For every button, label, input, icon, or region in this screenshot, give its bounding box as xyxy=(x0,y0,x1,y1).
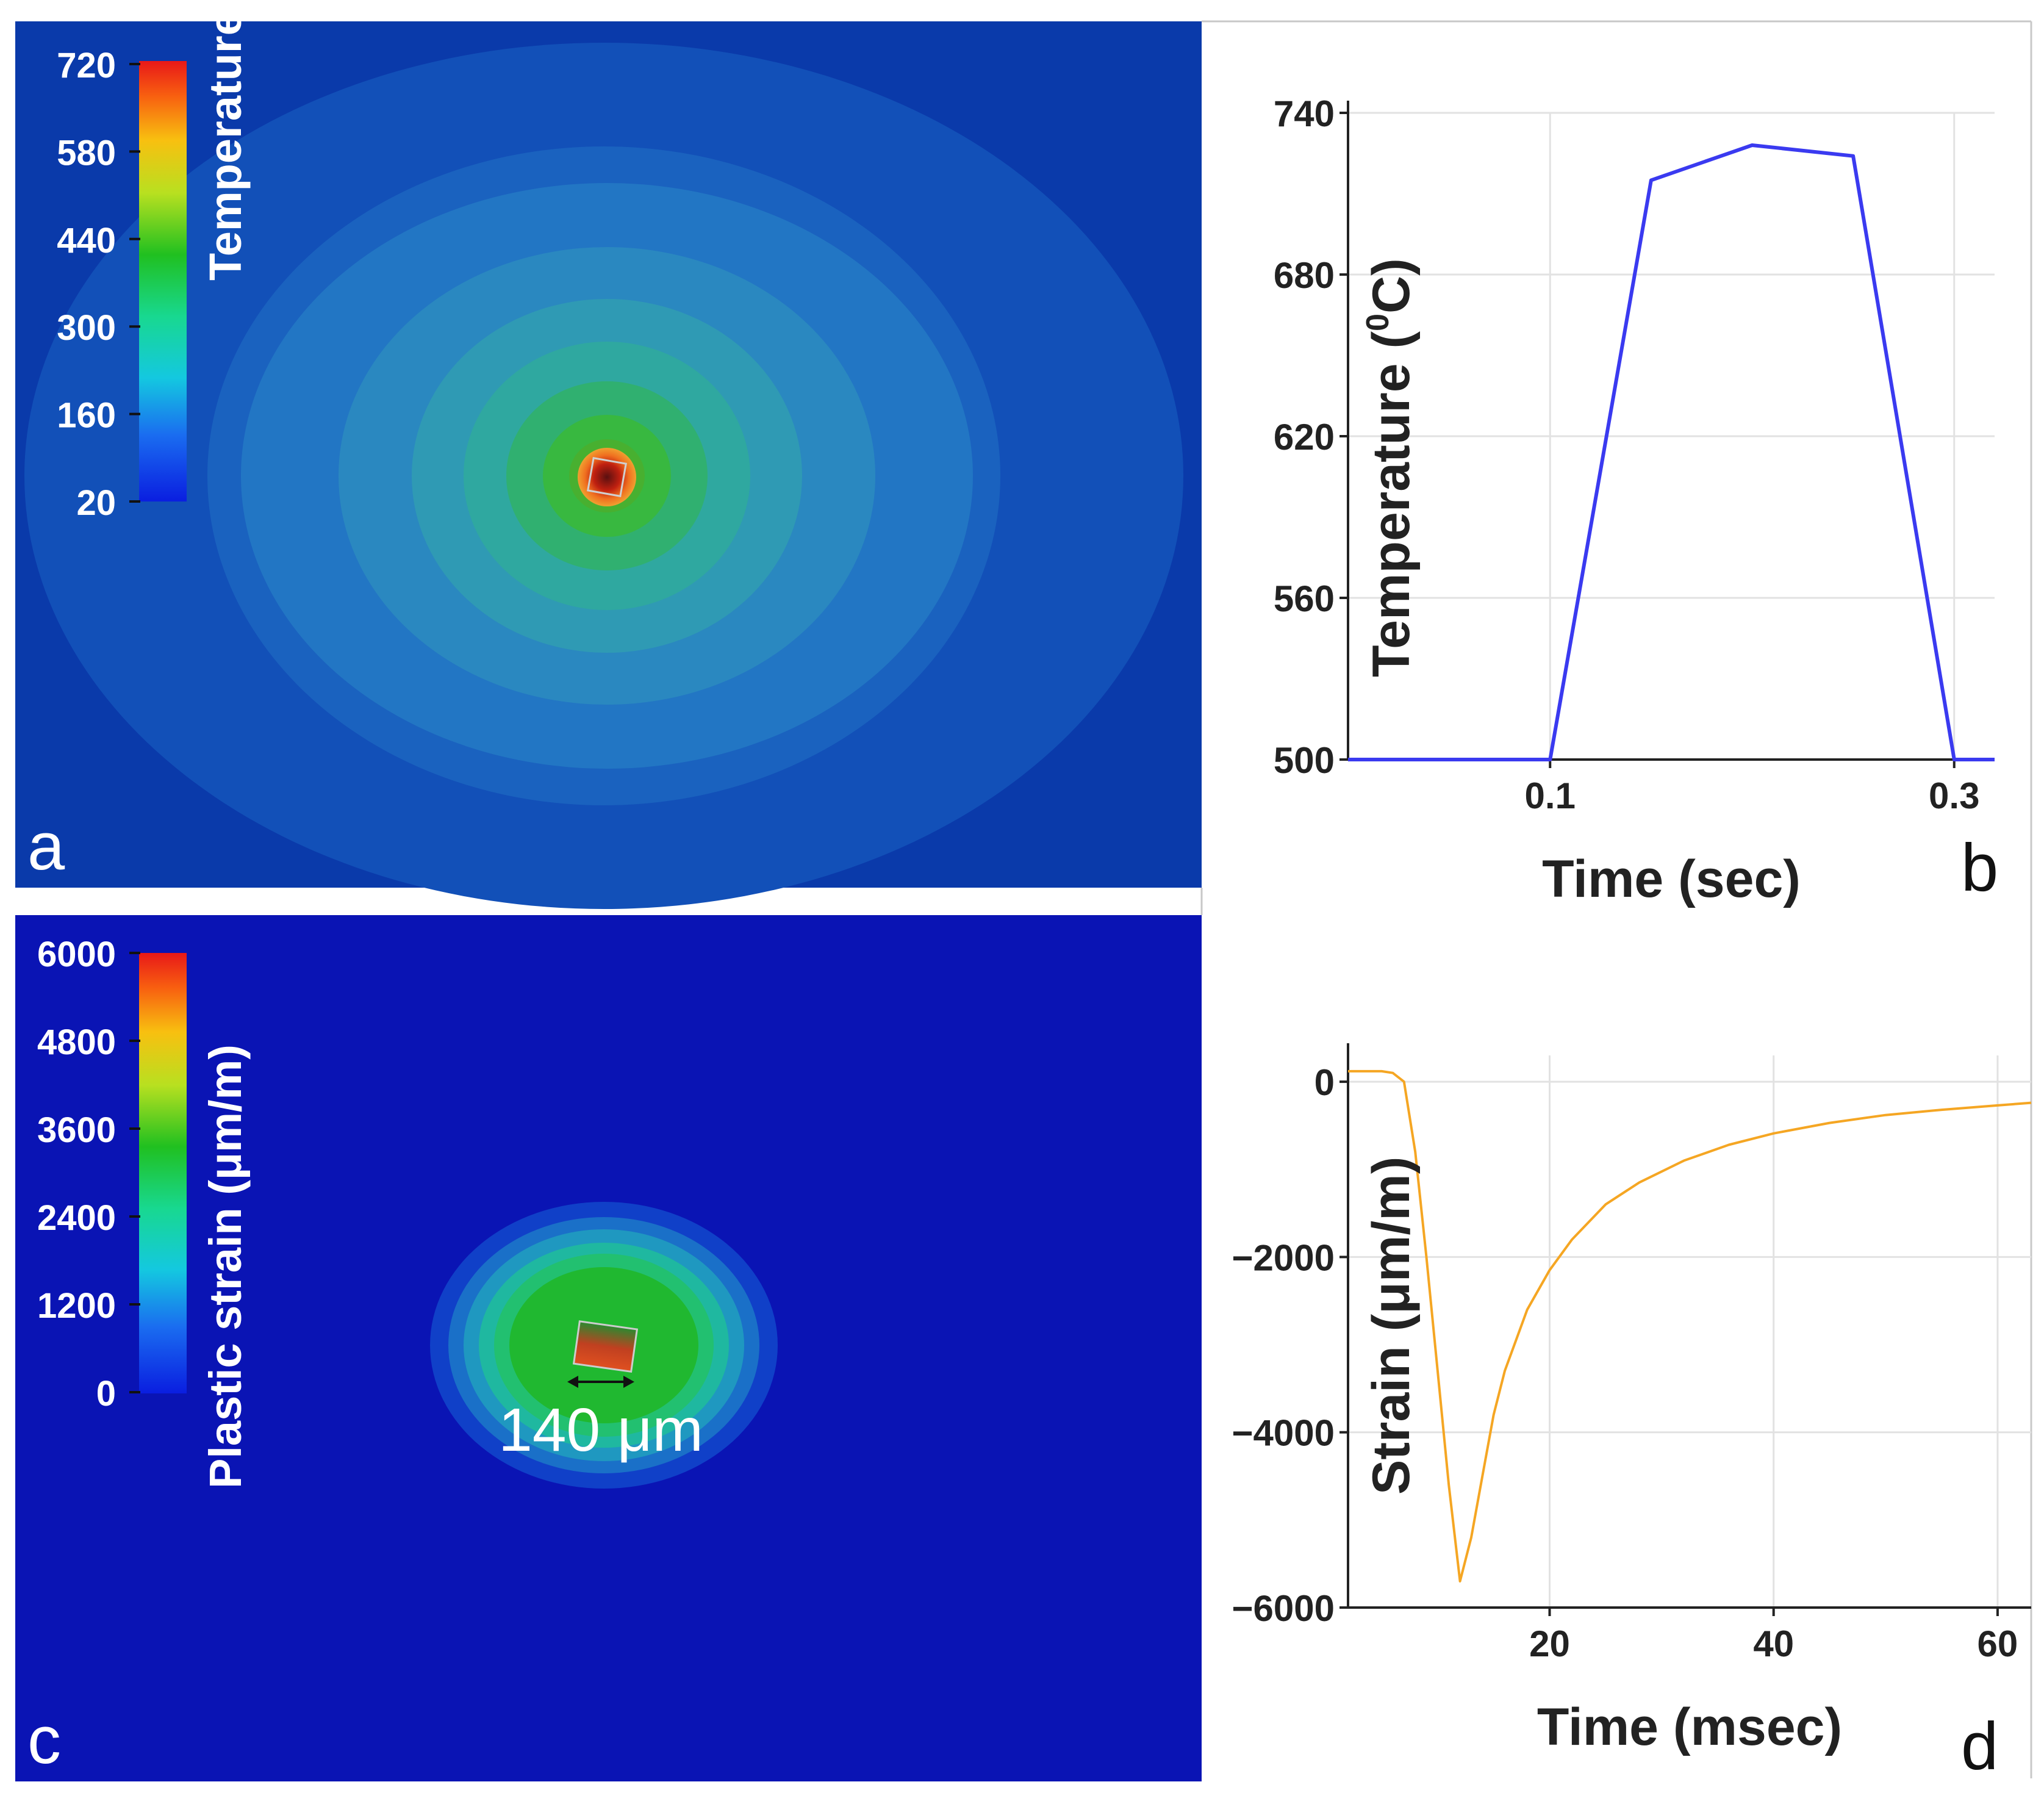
colorbar-tick-label: 720 xyxy=(57,46,116,85)
colorbar-tick-label: 440 xyxy=(57,221,116,261)
y-tick-label: 0 xyxy=(1314,1062,1335,1103)
y-tick-label: −6000 xyxy=(1232,1588,1335,1629)
colorbar-tick-label: 0 xyxy=(96,1374,116,1414)
colorbar-tick-label: 2400 xyxy=(37,1198,116,1238)
colorbar-tick-label: 20 xyxy=(76,483,116,523)
panel-b-temperature-chart: 500 560 620 680 740 0.1 0.3 Time (sec) Temperatu… xyxy=(1274,93,1998,908)
chart-b-plot: 500 560 620 680 740 0.1 0.3 Time (sec) Temperatu… xyxy=(1274,93,1995,908)
y-axis-label: Strain (μm/m) xyxy=(1362,1157,1421,1495)
x-tick-label: 40 xyxy=(1753,1623,1794,1664)
y-tick-label: −2000 xyxy=(1232,1237,1335,1278)
temp-hotspot xyxy=(578,448,636,506)
panel-label-b: b xyxy=(1961,830,1998,905)
temp-hotspot-square xyxy=(586,456,628,498)
colorbar-tick-label: 580 xyxy=(57,133,116,173)
colorbar-tick-label: 6000 xyxy=(37,935,116,974)
scale-arrow-left-head xyxy=(567,1376,578,1388)
panel-a-temperature-map: 720 580 440 300 160 20 Temperature (°C) a xyxy=(15,0,1202,909)
temperature-colorbar-ticks: 720 580 440 300 160 20 xyxy=(57,46,140,523)
colorbar-tick-label: 300 xyxy=(57,308,116,348)
x-tick-label: 0.1 xyxy=(1525,775,1576,816)
panel-label-c: c xyxy=(27,1703,61,1778)
y-tick-label: 620 xyxy=(1274,417,1335,458)
y-tick-label: 500 xyxy=(1274,740,1335,781)
colorbar-tick-label: 3600 xyxy=(37,1110,116,1150)
x-tick-label: 20 xyxy=(1529,1623,1570,1664)
strain-hotspot-square xyxy=(572,1320,639,1373)
strain-colorbar-ticks: 6000 4800 3600 2400 1200 0 xyxy=(37,935,140,1414)
x-tick-label: 0.3 xyxy=(1929,775,1979,816)
strain-colorbar xyxy=(139,953,187,1393)
scale-arrow-right-head xyxy=(623,1376,634,1388)
series-line xyxy=(1348,1069,2032,1583)
colorbar-tick-label: 4800 xyxy=(37,1022,116,1062)
strain-colorbar-title: Plastic strain (μm/m) xyxy=(200,1044,251,1489)
temperature-colorbar-title: Temperature (°C) xyxy=(200,0,251,281)
temperature-colorbar xyxy=(139,61,187,501)
y-tick-label: 740 xyxy=(1274,93,1335,134)
x-tick-label: 60 xyxy=(1978,1623,2018,1664)
y-tick-label: −4000 xyxy=(1232,1413,1335,1454)
panel-c-strain-map: 140 μm 6000 4800 3600 2400 1200 0 Plastic str… xyxy=(15,915,1202,1781)
panel-label-d: d xyxy=(1961,1709,1998,1784)
panel-d-strain-chart: 0 −2000 −4000 −6000 20 40 60 Time (msec) Strain … xyxy=(1232,1043,2032,1784)
x-axis-label: Time (sec) xyxy=(1542,850,1801,908)
series-line xyxy=(1348,143,1995,761)
y-axis-label: Temperature (0C) xyxy=(1360,258,1421,677)
chart-d-plot: 0 −2000 −4000 −6000 20 40 60 Time (msec) Strain … xyxy=(1232,1043,2032,1756)
colorbar-tick-label: 1200 xyxy=(37,1286,116,1326)
colorbar-tick-label: 160 xyxy=(57,396,116,436)
x-axis-label: Time (msec) xyxy=(1537,1698,1842,1756)
y-tick-label: 560 xyxy=(1274,578,1335,619)
y-tick-label: 680 xyxy=(1274,255,1335,296)
panel-label-a: a xyxy=(27,809,65,884)
scale-annotation: 140 μm xyxy=(498,1396,703,1464)
